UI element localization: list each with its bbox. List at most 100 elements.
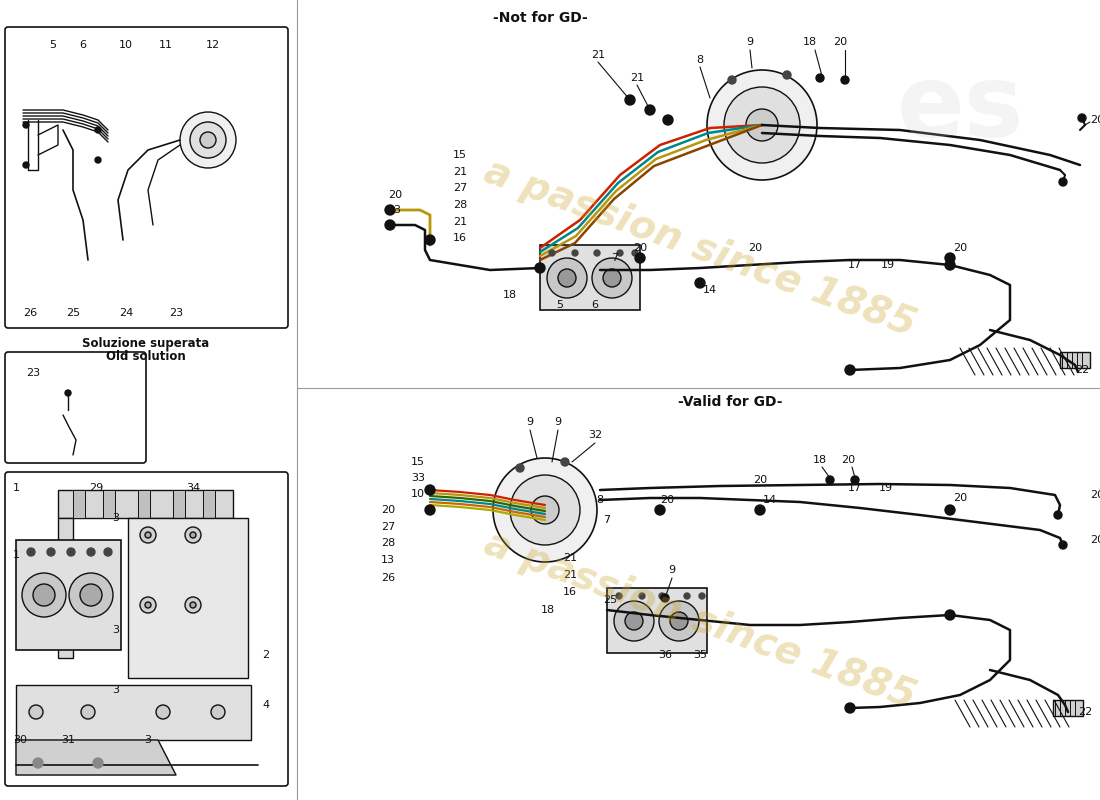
Text: 1: 1	[13, 550, 20, 560]
Text: Old solution: Old solution	[106, 350, 186, 363]
Circle shape	[156, 705, 170, 719]
Text: 33: 33	[411, 473, 425, 483]
Text: -Valid for GD-: -Valid for GD-	[678, 395, 782, 409]
Text: 3: 3	[112, 513, 120, 523]
Text: 20: 20	[388, 190, 403, 200]
FancyBboxPatch shape	[6, 27, 288, 328]
Text: 17: 17	[848, 483, 862, 493]
Circle shape	[140, 597, 156, 613]
Circle shape	[724, 87, 800, 163]
Text: 21: 21	[453, 217, 468, 227]
Circle shape	[617, 250, 623, 256]
Text: 11: 11	[160, 40, 173, 50]
Circle shape	[603, 269, 622, 287]
Text: 20: 20	[840, 455, 855, 465]
Circle shape	[639, 593, 645, 599]
Text: 29: 29	[89, 483, 103, 493]
Circle shape	[572, 250, 578, 256]
Circle shape	[190, 532, 196, 538]
Text: 21: 21	[563, 553, 578, 563]
Text: a passion since 1885: a passion since 1885	[480, 524, 921, 716]
Circle shape	[826, 476, 834, 484]
Text: Soluzione superata: Soluzione superata	[82, 337, 210, 350]
Text: 6: 6	[79, 40, 87, 50]
Text: 9: 9	[747, 37, 754, 47]
Text: 20: 20	[660, 495, 674, 505]
Circle shape	[945, 260, 955, 270]
Text: 10: 10	[411, 489, 425, 499]
Circle shape	[698, 593, 705, 599]
Circle shape	[695, 278, 705, 288]
Text: 1: 1	[13, 483, 20, 493]
Bar	[540, 245, 640, 310]
Circle shape	[33, 584, 55, 606]
Bar	[1060, 352, 1090, 368]
Text: 12: 12	[206, 40, 220, 50]
Text: 5: 5	[557, 300, 563, 310]
Bar	[173, 490, 185, 518]
Text: 8: 8	[596, 495, 604, 505]
Text: 20: 20	[1090, 115, 1100, 125]
Circle shape	[842, 76, 849, 84]
Text: 21: 21	[591, 50, 605, 60]
Circle shape	[1078, 114, 1086, 122]
Circle shape	[145, 602, 151, 608]
Circle shape	[625, 95, 635, 105]
Circle shape	[180, 112, 236, 168]
Circle shape	[95, 127, 101, 133]
Text: 28: 28	[453, 200, 468, 210]
Circle shape	[385, 205, 395, 215]
Polygon shape	[16, 740, 176, 775]
Text: 19: 19	[879, 483, 893, 493]
Circle shape	[592, 258, 632, 298]
Text: 22: 22	[1078, 707, 1092, 717]
Text: 16: 16	[453, 233, 468, 243]
Text: 19: 19	[881, 260, 895, 270]
Text: 18: 18	[803, 37, 817, 47]
Circle shape	[707, 70, 817, 180]
Text: 18: 18	[541, 605, 556, 615]
Circle shape	[1054, 511, 1062, 519]
Circle shape	[81, 705, 95, 719]
Text: 8: 8	[696, 55, 704, 65]
Circle shape	[654, 505, 666, 515]
Text: 15: 15	[453, 150, 468, 160]
Text: 13: 13	[381, 555, 395, 565]
Circle shape	[616, 593, 622, 599]
Circle shape	[33, 758, 43, 768]
Circle shape	[425, 485, 435, 495]
Circle shape	[200, 132, 216, 148]
Text: 20: 20	[833, 37, 847, 47]
Text: es: es	[896, 62, 1024, 158]
Text: 30: 30	[13, 735, 28, 745]
Text: 25: 25	[603, 595, 617, 605]
Circle shape	[945, 610, 955, 620]
Text: 7: 7	[612, 253, 618, 263]
Circle shape	[547, 258, 587, 298]
Text: 9: 9	[554, 417, 562, 427]
Text: -Not for GD-: -Not for GD-	[493, 11, 587, 25]
Text: 20: 20	[381, 505, 395, 515]
Circle shape	[746, 109, 778, 141]
Circle shape	[945, 253, 955, 263]
Text: 9: 9	[527, 417, 534, 427]
Bar	[1053, 700, 1084, 716]
Circle shape	[385, 220, 395, 230]
Text: 3: 3	[112, 625, 120, 635]
Text: 10: 10	[119, 40, 133, 50]
Circle shape	[561, 458, 569, 466]
Circle shape	[845, 703, 855, 713]
Text: 20: 20	[953, 493, 967, 503]
Circle shape	[211, 705, 226, 719]
Text: 20: 20	[752, 475, 767, 485]
Text: a passion since 1885: a passion since 1885	[480, 152, 921, 344]
Text: 14: 14	[703, 285, 717, 295]
Circle shape	[190, 122, 226, 158]
Circle shape	[531, 496, 559, 524]
Circle shape	[663, 115, 673, 125]
Text: 18: 18	[813, 455, 827, 465]
Bar	[138, 490, 150, 518]
Bar	[58, 518, 73, 658]
Circle shape	[635, 253, 645, 263]
Circle shape	[67, 548, 75, 556]
